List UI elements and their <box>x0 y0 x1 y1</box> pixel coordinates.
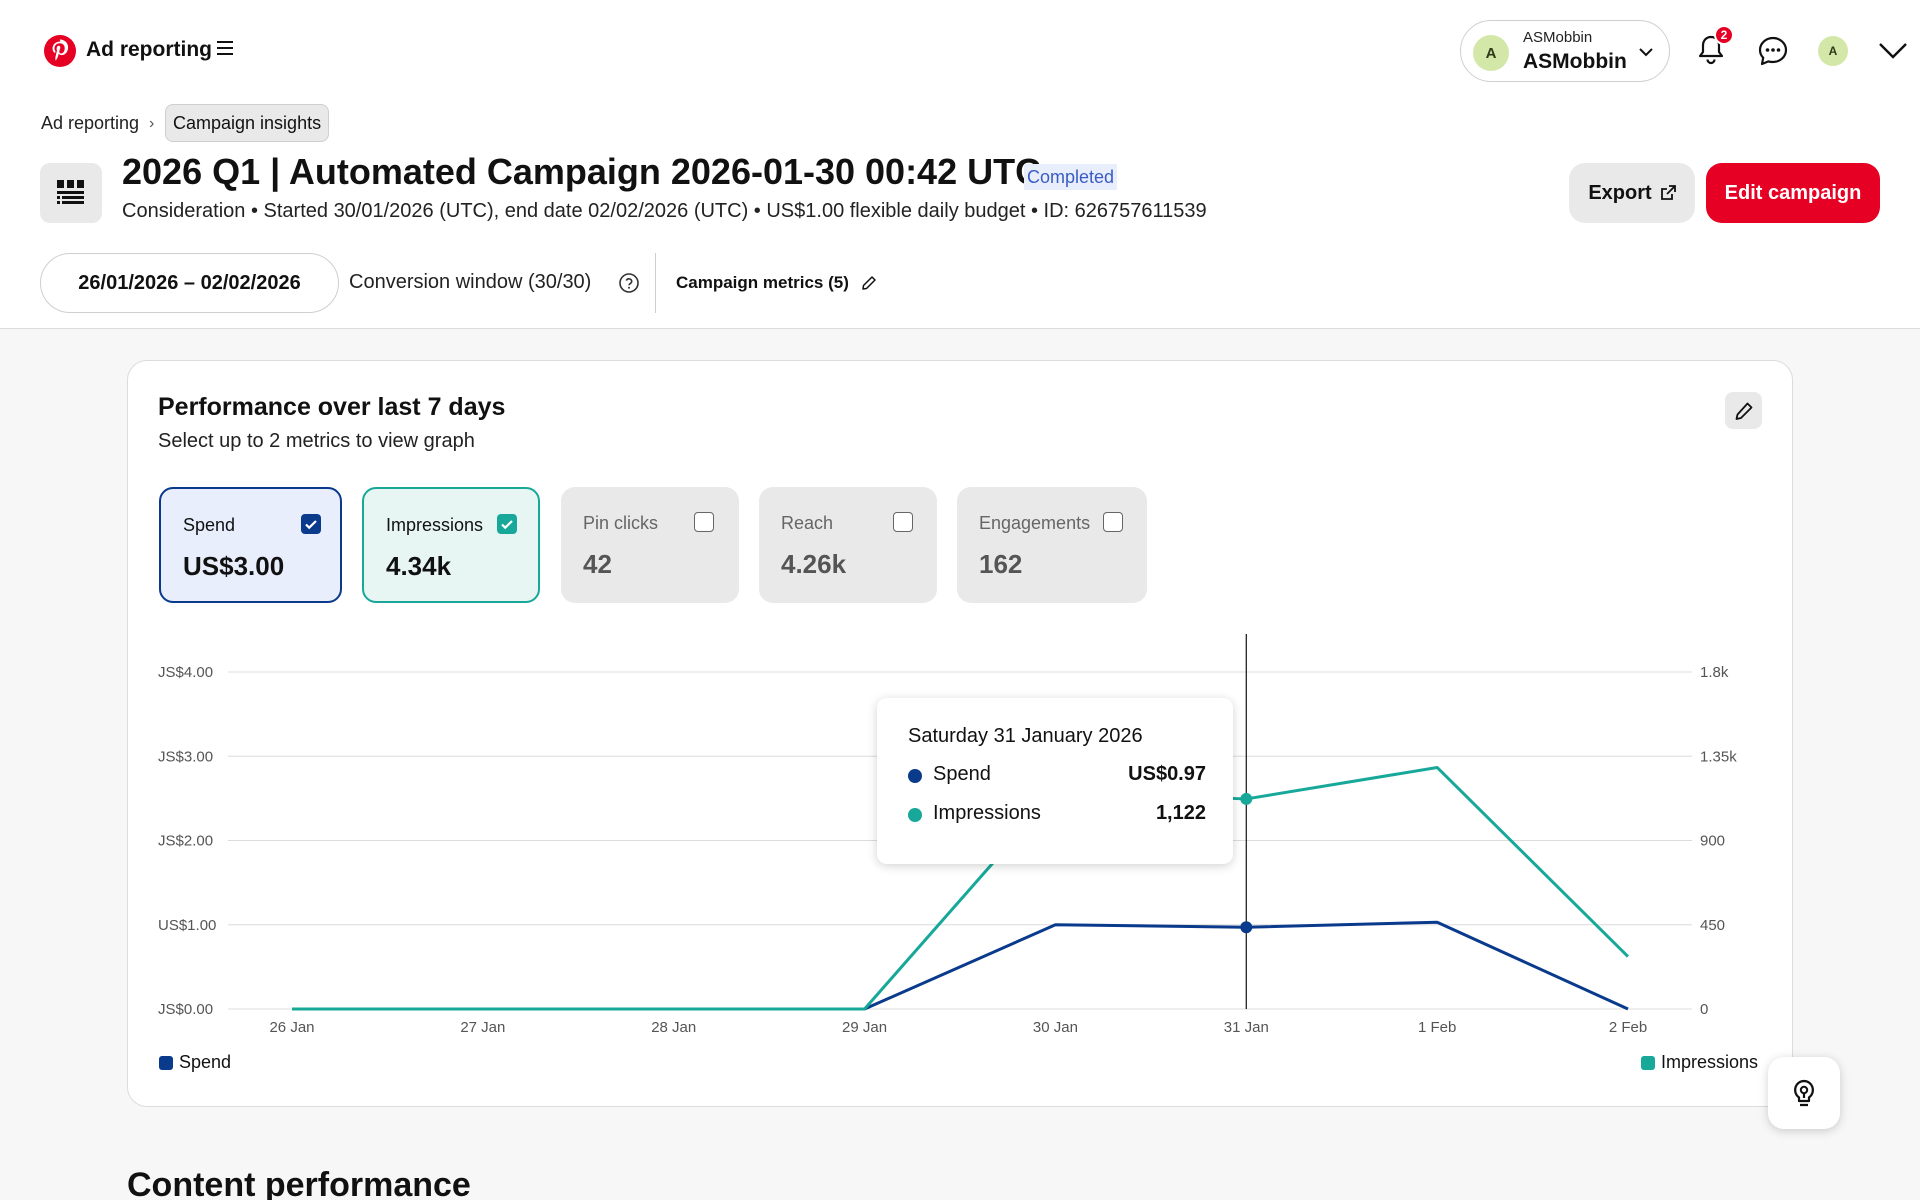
menu-icon[interactable] <box>217 41 233 57</box>
checkbox-icon[interactable] <box>694 512 714 532</box>
metric-value: US$3.00 <box>183 551 285 581</box>
campaign-metrics-link[interactable]: Campaign metrics (5) <box>676 273 849 292</box>
section-title: Content performance <box>127 1166 471 1200</box>
metric-value: 4.26k <box>781 549 847 579</box>
lightbulb-icon <box>1794 1079 1814 1107</box>
tooltip-series-value: 1,122 <box>1155 802 1206 824</box>
header-divider <box>0 328 1920 329</box>
x-axis-tick-label: 29 Jan <box>842 1019 887 1036</box>
y-axis-right-tick-label: 1.8k <box>1700 664 1729 681</box>
date-range-picker[interactable]: 26/01/2026 – 02/02/2026 <box>40 253 339 313</box>
x-axis-tick-label: 26 Jan <box>269 1019 314 1036</box>
metric-label: Reach <box>781 513 834 533</box>
edit-campaign-button[interactable]: Edit campaign <box>1706 163 1880 223</box>
export-label: Export <box>1588 181 1652 204</box>
series-line-impressions <box>292 765 1630 1011</box>
breadcrumb-separator: › <box>149 115 155 132</box>
breadcrumb-root[interactable]: Ad reporting <box>41 113 140 133</box>
legend-spend: Spend <box>159 1052 231 1073</box>
checkbox-checked-icon[interactable] <box>301 514 321 534</box>
checkbox-icon[interactable] <box>1103 512 1123 532</box>
checkbox-icon[interactable] <box>893 512 913 532</box>
account-switcher[interactable]: A ASMobbin ASMobbin <box>1460 20 1670 82</box>
metric-label: Engagements <box>979 513 1091 533</box>
x-axis-tick-label: 1 Feb <box>1418 1019 1456 1036</box>
avatar: A <box>1473 35 1509 71</box>
legend-label: Impressions <box>1661 1052 1759 1072</box>
series-line-spend <box>292 920 1629 1011</box>
legend-swatch <box>1641 1055 1655 1070</box>
chevron-down-icon <box>1639 48 1653 57</box>
checkbox-checked-icon[interactable] <box>497 514 517 534</box>
y-axis-right-tick-label: 900 <box>1700 833 1725 850</box>
metric-tile-engagements[interactable]: Engagements 162 <box>957 487 1147 603</box>
performance-subtitle: Select up to 2 metrics to view graph <box>158 430 475 452</box>
account-name-small: ASMobbin <box>1523 29 1593 46</box>
account-name: ASMobbin <box>1523 50 1627 73</box>
notification-badge: 2 <box>1714 25 1734 45</box>
external-link-icon <box>1660 185 1676 200</box>
series-dot <box>908 769 922 783</box>
series-dot <box>908 808 922 822</box>
y-axis-left-tick-label: US$1.00 <box>158 917 216 934</box>
data-point-spend <box>1240 921 1253 934</box>
status-badge: Completed <box>1024 164 1118 190</box>
app-title: Ad reporting <box>86 38 212 61</box>
data-point-impressions <box>1240 792 1253 805</box>
metric-label: Impressions <box>386 515 484 535</box>
performance-title: Performance over last 7 days <box>158 393 506 421</box>
y-axis-left-tick-label: JS$3.00 <box>158 748 213 765</box>
metric-value: 42 <box>583 549 612 579</box>
insights-button[interactable] <box>1768 1057 1840 1129</box>
campaign-details: Consideration • Started 30/01/2026 (UTC)… <box>122 200 1207 222</box>
metric-tile-impressions[interactable]: Impressions 4.34k <box>362 487 540 603</box>
x-axis-tick-label: 30 Jan <box>1033 1019 1078 1036</box>
help-icon[interactable] <box>618 272 640 294</box>
y-axis-left-tick-label: JS$0.00 <box>158 1001 213 1018</box>
y-axis-left-tick-label: JS$4.00 <box>158 664 213 681</box>
divider <box>655 253 656 313</box>
tooltip-series-value: US$0.97 <box>1128 763 1206 785</box>
pencil-icon <box>1735 402 1752 420</box>
tooltip-series-name: Spend <box>933 763 991 785</box>
legend-impressions: Impressions <box>1641 1052 1758 1073</box>
y-axis-left-tick-label: JS$2.00 <box>158 833 213 850</box>
user-avatar[interactable]: A <box>1818 36 1848 66</box>
metric-label: Spend <box>183 515 236 535</box>
tooltip-date: Saturday 31 January 2026 <box>908 725 1143 747</box>
metric-value: 4.34k <box>386 551 452 581</box>
pencil-icon[interactable] <box>861 275 877 291</box>
x-axis-tick-label: 31 Jan <box>1224 1019 1269 1036</box>
chart-tooltip: Saturday 31 January 2026 Spend US$0.97 I… <box>877 698 1233 864</box>
legend-swatch <box>159 1055 173 1070</box>
y-axis-right-tick-label: 450 <box>1700 917 1725 934</box>
metric-tile-pin-clicks[interactable]: Pin clicks 42 <box>561 487 739 603</box>
campaign-icon <box>40 163 102 223</box>
breadcrumb-current[interactable]: Campaign insights <box>165 104 330 142</box>
metric-label: Pin clicks <box>583 513 659 533</box>
page-title: 2026 Q1 | Automated Campaign 2026-01-30 … <box>122 151 1042 192</box>
metric-tile-spend[interactable]: Spend US$3.00 <box>159 487 342 603</box>
metric-value: 162 <box>979 549 1023 579</box>
metric-tile-reach[interactable]: Reach 4.26k <box>759 487 937 603</box>
edit-metrics-button[interactable] <box>1725 392 1762 429</box>
tooltip-series-name: Impressions <box>933 802 1041 824</box>
x-axis-tick-label: 2 Feb <box>1609 1019 1647 1036</box>
y-axis-right-tick-label: 1.35k <box>1700 748 1737 765</box>
conversion-window[interactable]: Conversion window (30/30) <box>349 271 592 293</box>
x-axis-tick-label: 27 Jan <box>460 1019 505 1036</box>
legend-label: Spend <box>179 1052 232 1072</box>
chat-icon[interactable] <box>1757 35 1789 67</box>
export-button[interactable]: Export <box>1569 163 1695 223</box>
pinterest-logo-icon[interactable] <box>44 35 76 67</box>
chevron-down-icon[interactable] <box>1878 40 1908 62</box>
top-bar: Ad reporting A ASMobbin ASMobbin 2 A <box>0 0 1920 100</box>
x-axis-tick-label: 28 Jan <box>651 1019 696 1036</box>
y-axis-right-tick-label: 0 <box>1700 1001 1708 1018</box>
